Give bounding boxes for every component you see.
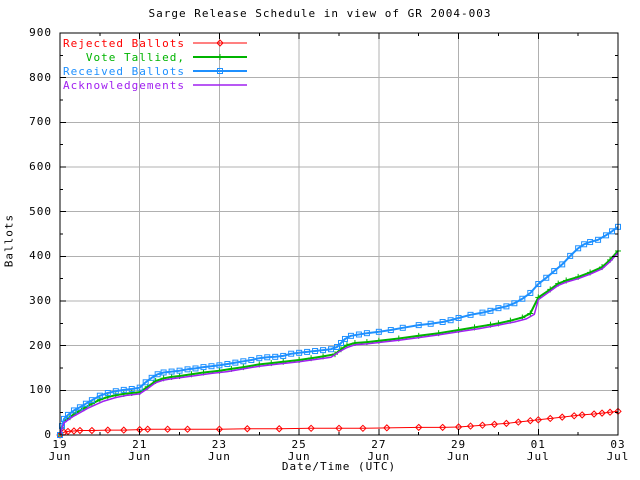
x-tick-25-Jun: 25 Jun bbox=[287, 438, 311, 463]
legend-sample-line bbox=[193, 39, 247, 47]
y-tick-900: 900 bbox=[29, 26, 52, 39]
x-tick-23-Jun: 23 Jun bbox=[207, 438, 231, 463]
legend-label: Vote Tallied, bbox=[85, 50, 185, 64]
legend-label: Received Ballots bbox=[63, 64, 185, 78]
legend-item-rejected-ballots: Rejected Ballots bbox=[62, 36, 249, 50]
plot-border bbox=[59, 32, 619, 436]
legend-sample-line bbox=[193, 54, 247, 60]
y-tick-300: 300 bbox=[29, 294, 52, 307]
y-tick-700: 700 bbox=[29, 115, 52, 129]
x-tick-21-Jun: 21 Jun bbox=[128, 438, 152, 463]
legend-sample-line bbox=[193, 84, 247, 86]
y-tick-600: 600 bbox=[29, 160, 52, 173]
legend-item-acknowledgements: Acknowledgements bbox=[62, 78, 249, 92]
legend-item-received-ballots: Received Ballots bbox=[62, 64, 249, 78]
x-tick-27-Jun: 27 Jun bbox=[367, 438, 391, 463]
grid bbox=[60, 33, 618, 435]
legend: Rejected Ballots Vote Tallied, Received Ba… bbox=[62, 36, 249, 92]
y-tick-200: 200 bbox=[29, 338, 52, 352]
x-tick-01-Jul: 01 Jul bbox=[526, 438, 550, 463]
series-vote-tallied bbox=[57, 247, 621, 438]
x-tick-03-Jul: 03 Jul bbox=[606, 438, 630, 463]
y-tick-0: 0 bbox=[44, 428, 52, 441]
x-tick-19-Jun: 19 Jun bbox=[48, 438, 72, 463]
legend-label: Acknowledgements bbox=[63, 78, 185, 92]
series-acknowledgements bbox=[59, 252, 619, 436]
legend-sample-line bbox=[193, 68, 247, 74]
chart-title: Sarge Release Schedule in view of GR 200… bbox=[148, 7, 492, 20]
x-tick-29-Jun: 29 Jun bbox=[447, 438, 470, 463]
y-tick-400: 400 bbox=[29, 249, 52, 263]
y-tick-800: 800 bbox=[29, 70, 52, 84]
x-axis-title: Date/Time (UTC) bbox=[281, 460, 397, 473]
y-tick-500: 500 bbox=[29, 204, 52, 218]
legend-label: Rejected Ballots bbox=[63, 36, 185, 50]
y-tick-100: 100 bbox=[29, 383, 52, 397]
legend-item-vote-tallied: Vote Tallied, bbox=[62, 50, 249, 64]
axes bbox=[59, 32, 619, 436]
